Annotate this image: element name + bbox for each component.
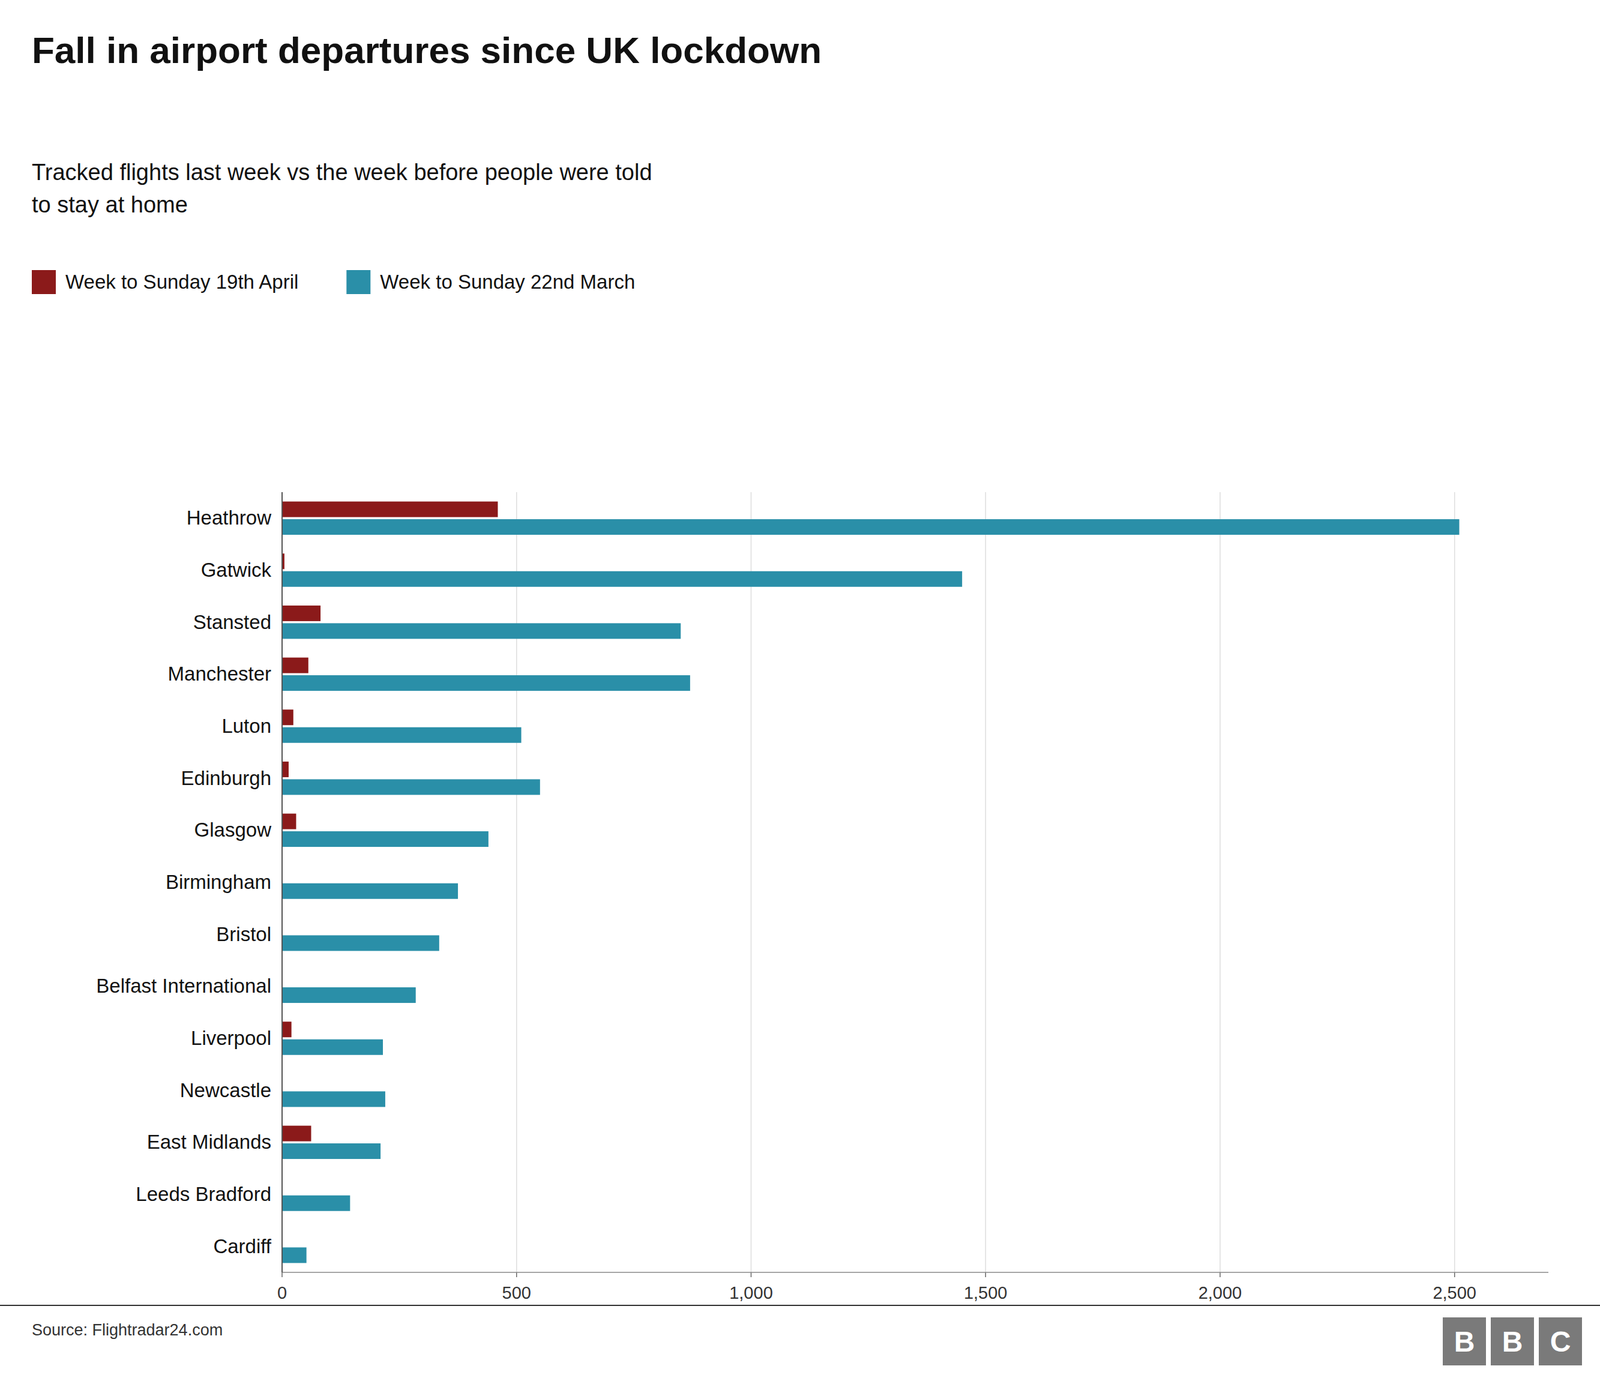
grid-line: [1454, 492, 1456, 1273]
tick-label: 2,500: [1432, 1283, 1477, 1303]
bar: [282, 813, 296, 830]
category-label: East Midlands: [147, 1130, 272, 1153]
category-label: Glasgow: [194, 818, 272, 841]
logo-box: [1538, 1317, 1582, 1366]
logo-letter: B: [1502, 1325, 1524, 1358]
tick-mark: [281, 1272, 283, 1278]
x-axis: 0 500 1,000 1,500 2,000 2,500: [277, 1272, 1549, 1303]
grid-line: [516, 492, 518, 1273]
bar: [282, 1195, 350, 1212]
grid-line: [281, 492, 283, 1273]
bar: [282, 501, 498, 518]
legend: Week to Sunday 19th April Week to Sunday …: [31, 270, 635, 295]
grid-line: [1219, 492, 1221, 1273]
tick-label: 0: [277, 1283, 287, 1303]
bar: [282, 1039, 383, 1056]
grid-line: [984, 492, 987, 1273]
bar: [282, 675, 691, 691]
category-label: Belfast International: [96, 974, 272, 997]
category-label: Luton: [221, 714, 272, 737]
category-label: Manchester: [168, 662, 272, 685]
category-label: Bristol: [216, 923, 272, 946]
grid: [282, 492, 1455, 1273]
tick-label: 1,500: [963, 1283, 1008, 1303]
bar: [282, 622, 681, 639]
bar: [282, 727, 522, 743]
category-label: Leeds Bradford: [135, 1182, 272, 1206]
source: Source: Flightradar24.com: [31, 1320, 223, 1339]
logo-letter: C: [1550, 1325, 1572, 1358]
category-label: Liverpool: [190, 1026, 272, 1050]
category-label: Gatwick: [201, 558, 272, 581]
logo-letter: B: [1454, 1325, 1476, 1358]
bar: [282, 987, 416, 1003]
tick-mark: [1219, 1272, 1221, 1278]
subtitle-line: to stay at home: [31, 192, 188, 218]
bar: [282, 935, 440, 951]
tick-mark: [1454, 1272, 1456, 1278]
chart: Fall in airport departures since UK lock…: [0, 0, 1600, 1375]
category-label: Stansted: [193, 610, 272, 634]
subtitle: Tracked flights last week vs the week be…: [31, 159, 653, 218]
bar: [282, 1247, 307, 1263]
bar: [282, 519, 1460, 535]
category-label: Heathrow: [186, 506, 272, 529]
legend-swatch: [31, 270, 56, 295]
tick-label: 2,000: [1198, 1283, 1243, 1303]
category-label: Edinburgh: [181, 766, 272, 790]
tick-mark: [750, 1272, 752, 1278]
zero-line: [281, 492, 283, 1273]
tick-mark: [516, 1272, 518, 1278]
bar: [282, 1143, 381, 1159]
title: Fall in airport departures since UK lock…: [31, 29, 822, 71]
category-label: Cardiff: [213, 1235, 272, 1258]
x-axis-line: [282, 1271, 1549, 1273]
tick-mark: [984, 1272, 987, 1278]
tick-label: 1,000: [729, 1283, 773, 1303]
bar: [282, 778, 541, 795]
logo: BBC: [1442, 1317, 1582, 1366]
tick-label: 500: [502, 1283, 532, 1303]
category-label: Newcastle: [180, 1079, 272, 1102]
separator: [0, 1304, 1600, 1306]
bar: [282, 657, 309, 674]
bars: [282, 501, 1460, 1264]
grid-line: [750, 492, 752, 1273]
bar: [282, 605, 321, 622]
bar: [282, 761, 289, 778]
category-label: Birmingham: [165, 870, 272, 894]
legend-label: Week to Sunday 19th April: [65, 270, 299, 293]
subtitle-line: Tracked flights last week vs the week be…: [31, 159, 653, 185]
bar: [282, 709, 294, 725]
bar: [282, 883, 458, 900]
logo-box: [1442, 1317, 1486, 1366]
bar: [282, 571, 963, 587]
bar: [282, 1021, 292, 1038]
background: [0, 0, 1600, 1375]
bar: [282, 1125, 311, 1142]
logo-box: [1490, 1317, 1534, 1366]
y-axis: Heathrow Gatwick Stansted Manchester Luton Ed…: [96, 506, 272, 1257]
bar: [282, 1091, 386, 1107]
legend-label: Week to Sunday 22nd March: [379, 270, 635, 293]
bar: [282, 831, 489, 847]
legend-swatch: [346, 270, 371, 295]
